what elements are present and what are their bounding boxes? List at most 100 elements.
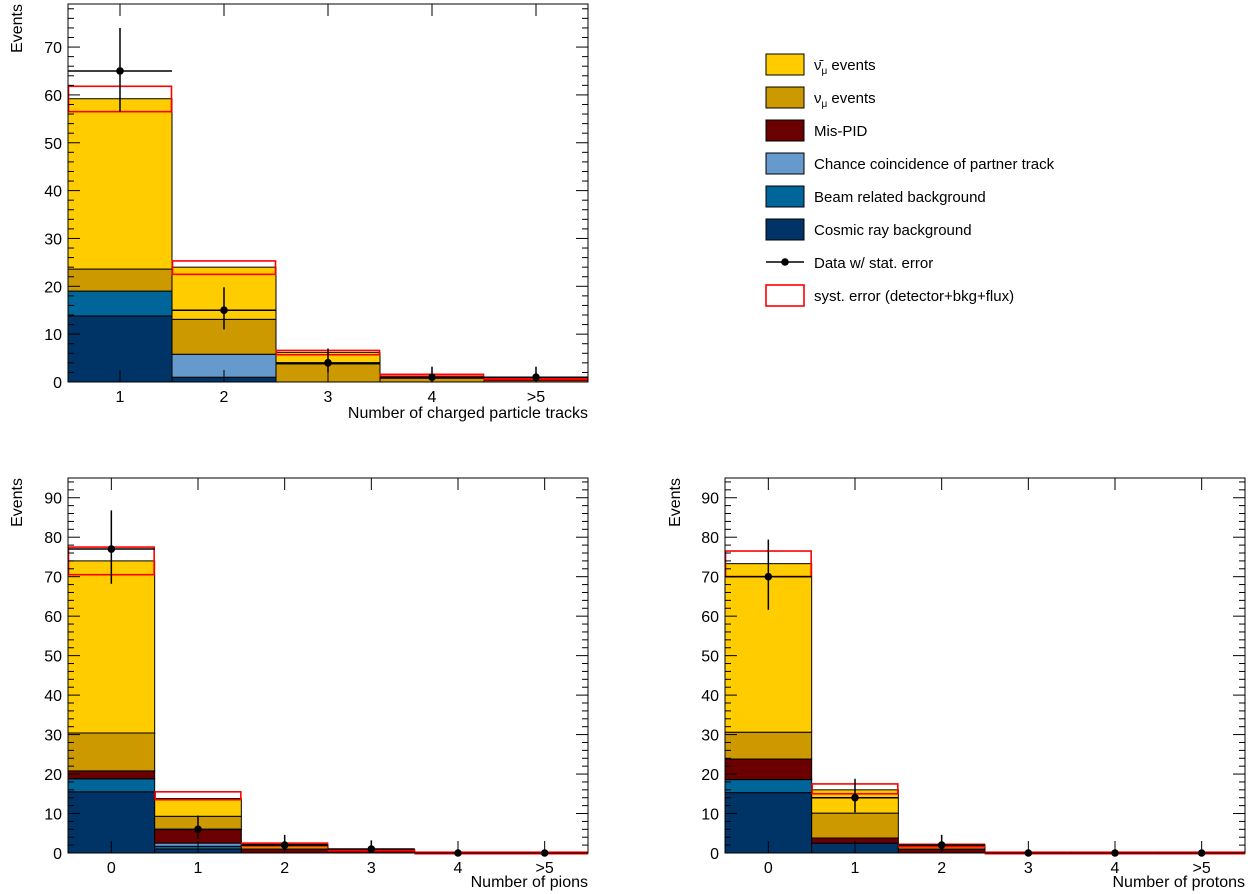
y-tick-label: 60 <box>44 88 62 105</box>
legend-label-syst: syst. error (detector+bkg+flux) <box>814 288 1014 305</box>
bar-antinumu <box>67 98 173 270</box>
y-tick-label: 80 <box>701 530 719 547</box>
y-tick-label: 20 <box>44 279 62 296</box>
legend-swatch-chance <box>765 152 805 175</box>
x-tick-label: 3 <box>1024 860 1033 877</box>
data-point <box>116 67 124 75</box>
data-point <box>280 841 289 849</box>
x-tick-label: >5 <box>527 389 545 406</box>
x-tick-label: 4 <box>454 860 463 877</box>
data-point <box>851 793 859 802</box>
data-point <box>937 841 946 849</box>
legend-label-mispid: Mis-PID <box>814 123 867 140</box>
y-tick-label: 50 <box>44 136 62 153</box>
x-tick-label: 3 <box>324 389 333 406</box>
bar-beam <box>67 778 156 793</box>
data-point <box>324 359 332 367</box>
y-tick-label: 40 <box>701 688 719 705</box>
data-point <box>532 373 540 382</box>
legend-label-cosmic: Cosmic ray background <box>814 222 972 239</box>
x-tick-label: 1 <box>851 860 860 877</box>
y-tick-label: 80 <box>44 530 62 547</box>
y-tick-label: 20 <box>701 767 719 784</box>
legend-label-antinumu: ν̄μ events <box>814 57 876 77</box>
x-tick-label: 4 <box>1111 860 1120 877</box>
legend-swatch-mispid <box>765 119 805 142</box>
x-tick-label: 0 <box>107 860 116 877</box>
y-tick-label: 60 <box>701 609 719 626</box>
y-tick-label: 30 <box>701 728 719 745</box>
x-tick-label: 1 <box>116 389 125 406</box>
bar-numu <box>724 731 813 760</box>
y-tick-label: 40 <box>44 184 62 201</box>
y-tick-label: 10 <box>44 327 62 344</box>
syst-band <box>171 260 277 276</box>
bar-numu <box>811 812 899 839</box>
y-tick-label: 0 <box>53 846 62 863</box>
x-tick-label: 0 <box>764 860 773 877</box>
bar-antinumu <box>154 798 242 817</box>
x-axis-title: Number of pions <box>471 874 588 891</box>
legend-label-data: Data w/ stat. error <box>814 255 933 272</box>
data-point <box>540 849 549 857</box>
legend-syst-swatch <box>765 284 805 307</box>
x-tick-label: 2 <box>280 860 289 877</box>
legend-data-marker <box>781 258 789 266</box>
bar-mispid <box>67 770 156 780</box>
y-tick-label: 30 <box>44 728 62 745</box>
x-tick-label: >5 <box>1193 860 1211 877</box>
y-axis-title: Events <box>9 478 26 527</box>
data-point <box>428 373 436 382</box>
y-tick-label: 90 <box>701 491 719 508</box>
legend-swatch-beam <box>765 185 805 208</box>
legend-swatch-cosmic <box>765 218 805 241</box>
x-tick-label: 4 <box>428 389 437 406</box>
data-point <box>454 849 462 857</box>
bar-beam <box>724 779 813 794</box>
y-tick-label: 40 <box>44 688 62 705</box>
data-point <box>194 825 202 834</box>
data-point <box>764 572 773 581</box>
data-point <box>367 845 376 853</box>
legend-label-chance: Chance coincidence of partner track <box>814 156 1055 173</box>
y-tick-label: 0 <box>710 846 719 863</box>
plot-frame <box>67 477 589 854</box>
legend-swatch-antinumu <box>765 53 805 76</box>
bar-antinumu <box>67 560 156 734</box>
data-point <box>1197 849 1206 857</box>
legend: ν̄μ events νμ events Mis-PID Chance coincid… <box>765 53 1055 307</box>
y-axis-title: Events <box>9 4 26 53</box>
y-tick-label: 30 <box>44 231 62 248</box>
y-tick-label: 0 <box>53 375 62 392</box>
bar-beam <box>67 290 173 317</box>
x-tick-label: >5 <box>536 860 554 877</box>
data-point <box>107 545 116 553</box>
y-tick-label: 60 <box>44 609 62 626</box>
y-tick-label: 50 <box>44 649 62 666</box>
y-tick-label: 10 <box>701 807 719 824</box>
x-axis-title: Number of charged particle tracks <box>348 405 588 422</box>
y-axis-title: Events <box>667 478 684 527</box>
legend-swatch-numu <box>765 86 805 109</box>
y-tick-label: 10 <box>44 807 62 824</box>
y-tick-label: 90 <box>44 491 62 508</box>
y-tick-label: 70 <box>701 570 719 587</box>
bar-mispid <box>724 758 813 781</box>
data-point <box>220 306 228 315</box>
syst-band <box>154 791 242 801</box>
x-tick-label: 2 <box>220 389 229 406</box>
legend-label-beam: Beam related background <box>814 189 986 206</box>
y-tick-label: 70 <box>44 40 62 57</box>
y-tick-label: 20 <box>44 767 62 784</box>
x-tick-label: 2 <box>937 860 946 877</box>
bar-numu <box>67 732 156 772</box>
plot-frame <box>724 477 1246 854</box>
y-tick-label: 70 <box>44 570 62 587</box>
legend-label-numu: νμ events <box>814 90 876 110</box>
bar-numu <box>67 268 173 292</box>
data-point <box>1111 849 1119 857</box>
